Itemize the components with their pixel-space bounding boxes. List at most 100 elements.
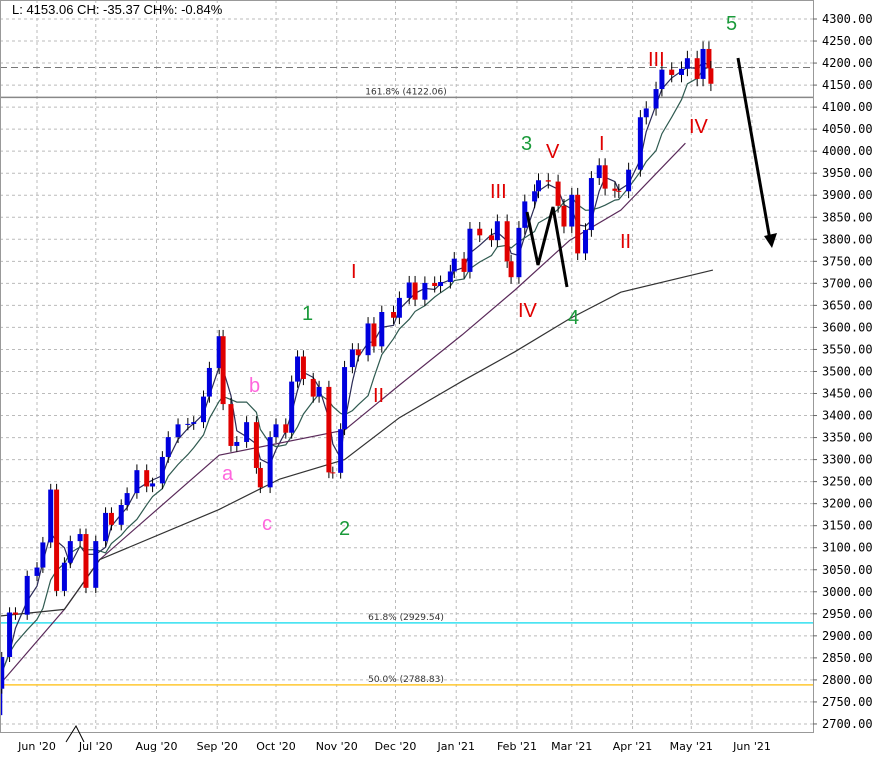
y-tick-label: 3900.00 [822, 188, 873, 202]
candle-body [536, 180, 542, 192]
y-tick-label: 4200.00 [822, 56, 873, 70]
y-tick-label: 3350.00 [822, 431, 873, 445]
candle-body [616, 190, 622, 192]
x-tick-label: Feb '21 [497, 740, 537, 753]
y-tick-label: 4150.00 [822, 78, 873, 92]
candle-body [206, 367, 212, 397]
candle-body [134, 470, 140, 494]
candle-body [659, 69, 665, 90]
candle-body [159, 456, 165, 484]
candle-body [295, 356, 301, 382]
ma-fast-line [0, 61, 712, 689]
y-tick-label: 2950.00 [822, 607, 873, 621]
candle-body [310, 378, 316, 397]
y-tick-label: 2800.00 [822, 673, 873, 687]
x-tick-label: Mar '21 [551, 740, 592, 753]
candle-body [54, 489, 60, 591]
wave-label: 2 [339, 518, 350, 540]
y-tick-label: 4100.00 [822, 100, 873, 114]
y-tick-label: 4300.00 [822, 12, 873, 26]
candle-body [432, 282, 438, 287]
drawings [65, 57, 777, 743]
candle-body [708, 68, 714, 84]
wave-label: III [490, 181, 507, 203]
plot-border [0, 0, 814, 733]
x-tick-label: Jun '21 [732, 740, 771, 753]
partial-line [65, 724, 85, 743]
candle-body [406, 282, 412, 298]
candle-body [365, 323, 371, 356]
x-tick-label: Sep '20 [197, 740, 238, 753]
y-tick-label: 2850.00 [822, 651, 873, 665]
candle-body [706, 48, 712, 69]
ma-long-line [0, 269, 714, 617]
candle-body [575, 194, 581, 254]
candle-body [234, 441, 240, 446]
candle-body [150, 483, 156, 487]
wave-label: 5 [726, 13, 737, 35]
candle-body [283, 424, 289, 433]
moving-averages [0, 61, 714, 689]
y-tick-label: 3300.00 [822, 453, 873, 467]
candle-body [684, 58, 690, 69]
candle-body [653, 89, 659, 109]
wave-label: IV [518, 300, 538, 322]
candle-body [216, 336, 222, 368]
candle-body [191, 422, 197, 424]
y-tick-label: 3100.00 [822, 541, 873, 555]
wave-label: IV [689, 116, 709, 138]
x-tick-label: Jan '21 [436, 740, 474, 753]
x-tick-label: Oct '20 [256, 740, 296, 753]
wave-label: 1 [302, 303, 313, 325]
candle-body [220, 336, 226, 405]
fib-levels: 161.8% (4122.06) 61.8% (2929.54) 50.0% (27… [0, 66, 813, 686]
candle-body [438, 282, 444, 287]
candle-body [228, 404, 234, 446]
candle-body [596, 165, 602, 179]
y-tick-label: 4050.00 [822, 122, 873, 136]
ma-mid-line [0, 66, 712, 689]
y-tick-label: 3500.00 [822, 364, 873, 378]
y-tick-label: 3200.00 [822, 497, 873, 511]
y-tick-label: 3450.00 [822, 387, 873, 401]
y-tick-label: 3400.00 [822, 409, 873, 423]
candle-body [396, 297, 402, 318]
y-tick-label: 3950.00 [822, 166, 873, 180]
wave-label: 4 [568, 307, 579, 329]
y-tick-label: 3750.00 [822, 254, 873, 268]
y-axis: 4300.00 4250.00 4200.00 4150.00 4100.00 4050.… [813, 12, 873, 731]
wave-label: 3 [521, 133, 532, 155]
y-tick-label: 4000.00 [822, 144, 873, 158]
candle-body [422, 282, 428, 300]
candle-body [0, 688, 3, 716]
y-tick-label: 2750.00 [822, 695, 873, 709]
candle-body [679, 68, 685, 75]
candle-body [355, 349, 361, 356]
candle-body [569, 194, 575, 227]
candle-body [561, 205, 567, 227]
candle-body [165, 437, 171, 457]
candle-body [253, 422, 259, 468]
candle-body [93, 541, 99, 588]
candle-body [267, 437, 273, 488]
wave-labels: 5 3 4 1 2 III IV I II V III IV I II b a … [222, 13, 737, 540]
wave-label: II [373, 385, 384, 407]
candle-body [273, 424, 279, 438]
y-tick-label: 2900.00 [822, 629, 873, 643]
y-tick-label: 3600.00 [822, 320, 873, 334]
candle-body [451, 258, 457, 272]
candle-body [637, 117, 643, 170]
wave-label: b [249, 375, 260, 397]
candle-body [48, 489, 54, 543]
candle-body [626, 169, 632, 192]
y-tick-label: 3700.00 [822, 276, 873, 290]
level-label: 50.0% (2788.83) [368, 675, 444, 685]
arrow-head-icon [764, 233, 777, 248]
candle-body [175, 424, 181, 438]
candle-body [379, 311, 385, 347]
wave-label: a [222, 463, 234, 485]
x-tick-label: Nov '20 [316, 740, 358, 753]
y-tick-label: 3000.00 [822, 585, 873, 599]
price-readout: L: 4153.06 CH: -35.37 CH%: -0.84% [12, 2, 223, 17]
